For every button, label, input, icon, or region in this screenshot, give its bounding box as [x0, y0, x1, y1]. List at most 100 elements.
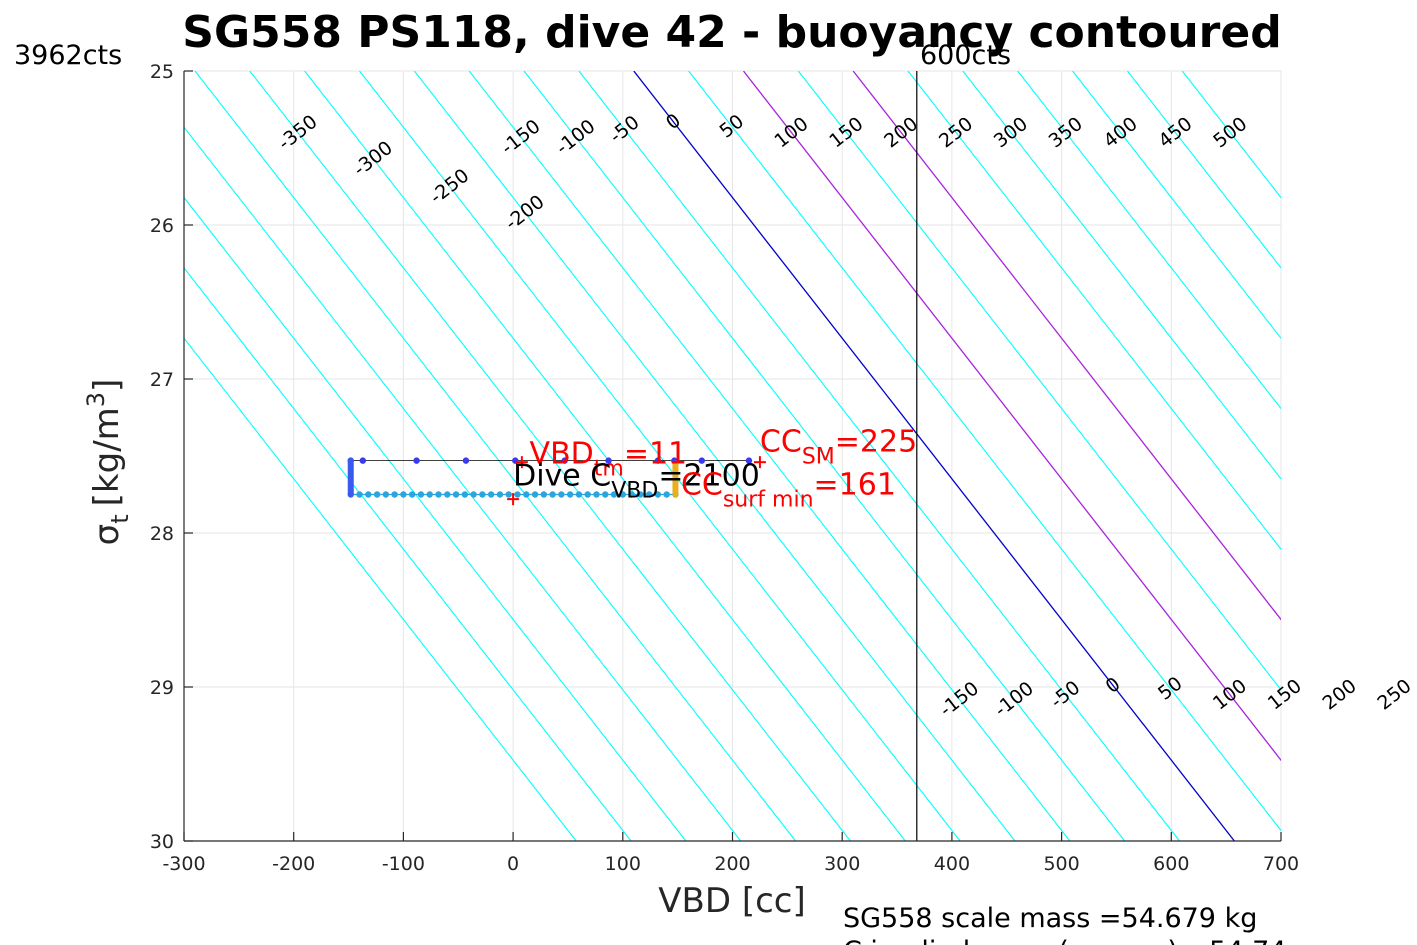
dive-trace: [347, 457, 753, 498]
y-tick-label: 25: [150, 61, 174, 83]
x-tick-label: -100: [382, 853, 425, 875]
x-tick-label: 700: [1263, 853, 1299, 875]
lower-trace-point: [602, 491, 609, 498]
red-markers: [507, 456, 766, 506]
annotation-value: =2100: [658, 458, 759, 493]
y-tick-label: 27: [150, 369, 174, 391]
upper-trace-point: [745, 457, 753, 464]
lower-trace-point: [540, 491, 548, 498]
contour-line: [468, 71, 1071, 841]
upper-trace-point: [462, 457, 470, 464]
y-label-unit: [kg/m: [87, 407, 127, 506]
lower-trace-point: [549, 491, 556, 498]
x-tick-label: 500: [1043, 853, 1079, 875]
lower-trace-point: [575, 491, 583, 498]
x-tick-label: 300: [824, 853, 860, 875]
annotation-subscript: SM: [802, 444, 835, 469]
x-tick-label: 100: [605, 853, 641, 875]
lower-trace-point: [619, 491, 626, 498]
contour-label: -50: [606, 111, 644, 147]
annotation-value: =11: [624, 437, 687, 472]
x-tick-label: -300: [162, 853, 205, 875]
contour-label: 500: [1209, 113, 1251, 153]
annotation-subscript: VBD: [611, 478, 658, 503]
contour-label: -300: [349, 137, 397, 181]
lower-trace-point: [654, 491, 662, 498]
right-count-label: 600cts: [920, 40, 1011, 71]
contour-line: [184, 196, 687, 841]
lower-trace-point: [496, 491, 504, 498]
lower-trace-point: [461, 491, 469, 498]
lower-trace-point: [426, 491, 433, 498]
contour-line: [184, 337, 577, 841]
x-tick-label: -200: [272, 853, 315, 875]
contour-label: -350: [274, 111, 322, 155]
contour-label: 300: [990, 113, 1032, 153]
lower-trace-point: [628, 491, 635, 498]
upper-trace-point: [654, 457, 662, 464]
upper-trace-point: [561, 457, 568, 464]
scale-mass-note: SG558 scale mass =54.679 kg: [843, 903, 1257, 934]
contour-label: 350: [1045, 113, 1087, 153]
annotation-value: =161: [814, 468, 896, 503]
contour-label: 100: [1209, 675, 1251, 715]
contour-line: [962, 71, 1281, 480]
contour-line: [1072, 71, 1281, 340]
contour-line: [359, 71, 961, 841]
lower-trace-point: [566, 491, 574, 498]
y-tick-label: 28: [150, 523, 174, 545]
contour-label: 0: [662, 109, 685, 134]
contour-line: [523, 71, 1126, 841]
lower-trace-point: [373, 491, 381, 498]
contour-line: [907, 71, 1281, 551]
contour-label: 400: [1100, 113, 1142, 153]
contour-label: 200: [1319, 675, 1361, 715]
contour-label: 250: [1373, 675, 1415, 715]
upper-trace-point: [413, 457, 420, 464]
contour-labels: -350-300-250-200-150 -100 -50 0 50 100 150 200 2…: [274, 109, 1415, 721]
contour-line: [578, 71, 1180, 841]
contour-line: [304, 71, 906, 841]
lower-trace-point: [593, 491, 600, 498]
annotation-label: CCsurf min=161: [681, 468, 896, 513]
contour-label: 150: [825, 113, 867, 153]
lower-trace-point: [523, 491, 530, 498]
annotation-label: VBDtm=11: [530, 437, 688, 482]
lower-trace-point: [584, 491, 591, 498]
x-axis-label: VBD [cc]: [658, 881, 806, 921]
annotation-label: Dive CVBD=2100: [513, 458, 760, 503]
y-tick-label: 26: [150, 215, 174, 237]
contour-line: [249, 71, 851, 841]
contour-line: [194, 71, 797, 841]
y-tick-label: 30: [150, 831, 174, 853]
contour-label: -250: [426, 165, 474, 209]
contour-line: [633, 71, 1235, 841]
lower-trace-point: [356, 491, 363, 498]
lower-trace-point: [663, 491, 670, 498]
lower-trace-point: [610, 491, 618, 498]
lower-trace-point: [365, 491, 372, 498]
lower-trace-point: [645, 491, 653, 498]
annotation-value: =225: [835, 424, 917, 459]
y-label-close: ]: [87, 379, 127, 392]
contour-line: [797, 71, 1281, 691]
upper-trace-point: [359, 457, 367, 464]
lower-trace-point: [417, 491, 425, 498]
lower-trace-point: [444, 491, 451, 498]
contour-line: [184, 126, 742, 841]
x-tick-label: 400: [934, 853, 970, 875]
contour-line: [742, 71, 1281, 762]
contour-label: 250: [935, 113, 977, 153]
contour-label: 0: [1102, 673, 1125, 698]
x-tick-label: 600: [1153, 853, 1189, 875]
lower-trace-point: [382, 491, 390, 498]
lower-trace-point: [637, 491, 644, 498]
svg-text:σt[kg/m3]: σt [kg/m3]: [82, 379, 134, 546]
annotation-prefix: CC: [681, 468, 723, 503]
lower-trace-point: [531, 491, 539, 498]
lower-trace-point: [514, 491, 521, 498]
contour-label: 50: [1154, 672, 1187, 704]
y-label-sub: t: [106, 514, 134, 523]
x-tick-label: 200: [714, 853, 750, 875]
